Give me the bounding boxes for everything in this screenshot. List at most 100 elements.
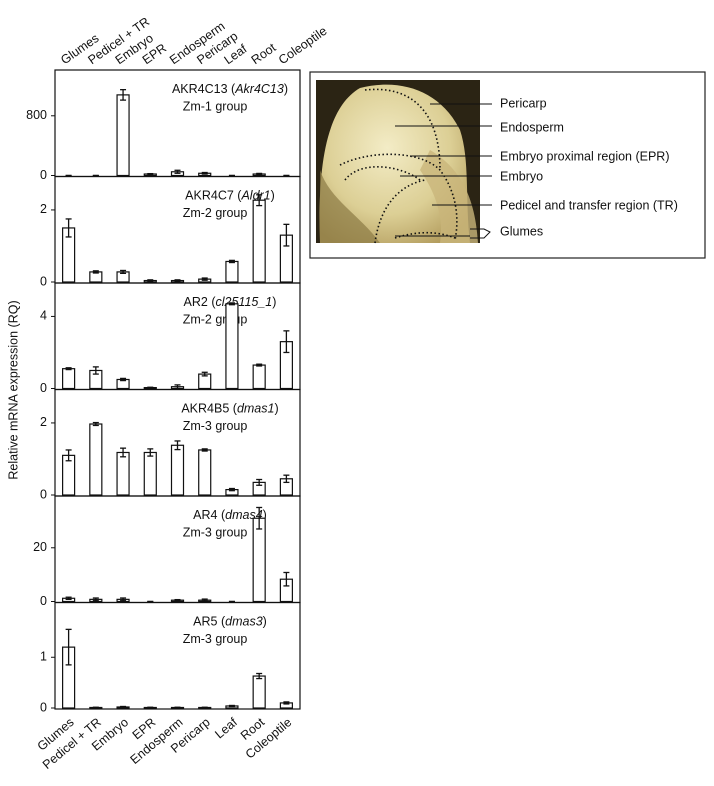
error-bar xyxy=(92,366,99,375)
error-bar xyxy=(92,706,99,709)
error-bar xyxy=(65,596,72,601)
error-bar xyxy=(283,474,290,484)
photo-label: Glumes xyxy=(500,224,543,238)
title-part: dmas1 xyxy=(237,402,275,416)
panel-subtitle: Zm-3 group xyxy=(183,419,248,433)
title-part: cl25115_1 xyxy=(216,295,273,309)
error-bar xyxy=(65,367,72,371)
error-bar xyxy=(120,705,127,709)
error-bar xyxy=(201,277,208,281)
title-part: dmas3 xyxy=(225,615,263,629)
panel-title: AKR4B5 (dmas1) xyxy=(181,402,278,416)
y-tick-label: 0 xyxy=(40,487,47,501)
y-tick-label: 0 xyxy=(40,594,47,608)
error-bar xyxy=(174,440,181,451)
error-bar xyxy=(174,706,181,709)
error-bar xyxy=(120,447,127,458)
error-bar xyxy=(174,279,181,282)
error-bar xyxy=(65,628,72,666)
error-bar xyxy=(256,363,263,367)
error-bar xyxy=(174,598,181,602)
y-tick-label: 800 xyxy=(26,108,47,122)
error-bar xyxy=(92,421,99,427)
bar xyxy=(225,303,239,390)
error-bar xyxy=(120,377,127,382)
error-bar xyxy=(147,172,154,176)
title-part: AR5 ( xyxy=(193,615,226,629)
error-bar xyxy=(147,448,154,457)
error-bar xyxy=(283,571,290,587)
title-part: ) xyxy=(263,615,267,629)
error-bar xyxy=(201,598,208,602)
photo-label: Endosperm xyxy=(500,120,564,134)
y-tick-label: 0 xyxy=(40,700,47,714)
panel-subtitle: Zm-3 group xyxy=(183,632,248,646)
bar xyxy=(89,423,103,496)
error-bar xyxy=(228,259,235,264)
error-bar xyxy=(256,194,263,207)
error-bar xyxy=(256,172,263,176)
error-bar xyxy=(283,701,290,705)
title-part: AKR4C13 ( xyxy=(172,82,236,96)
error-bar xyxy=(147,279,154,282)
y-tick-label: 4 xyxy=(40,309,47,323)
error-bar xyxy=(228,487,235,492)
title-part: ) xyxy=(274,402,278,416)
title-part: Aldr1 xyxy=(240,189,270,203)
panel-frame xyxy=(54,601,301,710)
title-part: AR2 ( xyxy=(184,295,217,309)
y-tick-label: 0 xyxy=(40,381,47,395)
panel-title: AR5 (dmas3) xyxy=(193,615,267,629)
panel-subtitle: Zm-2 group xyxy=(183,206,248,220)
y-tick-label: 2 xyxy=(40,415,47,429)
y-tick-label: 1 xyxy=(40,650,47,664)
bar xyxy=(62,368,76,390)
error-bar xyxy=(120,269,127,275)
y-tick-label: 0 xyxy=(40,168,47,182)
error-bar xyxy=(92,597,99,602)
bar xyxy=(143,451,157,496)
panel-subtitle: Zm-1 group xyxy=(183,99,248,113)
error-bar xyxy=(120,597,127,602)
y-tick-label: 20 xyxy=(33,540,47,554)
title-part: AKR4B5 ( xyxy=(181,402,237,416)
photo-label: Pericarp xyxy=(500,96,547,110)
photo-label: Embryo proximal region (EPR) xyxy=(500,149,670,163)
error-bar xyxy=(201,448,208,452)
panel-title: AKR4C7 (Aldr1) xyxy=(185,189,275,203)
bar xyxy=(225,260,239,283)
x-tick-label: Coleoptile xyxy=(276,24,330,67)
error-bar xyxy=(256,478,263,486)
error-bar xyxy=(201,371,208,377)
photo-panel: Pericarp Endosperm Embryo proximal regio… xyxy=(309,71,706,259)
bar xyxy=(252,199,266,283)
bar xyxy=(252,517,266,603)
x-tick-label: Leaf xyxy=(212,715,240,742)
bar xyxy=(116,94,130,177)
error-bar xyxy=(283,223,290,247)
title-part: Akr4C13 xyxy=(234,82,284,96)
bar xyxy=(252,675,266,709)
error-bar xyxy=(147,706,154,709)
error-bar xyxy=(228,302,235,306)
bar xyxy=(252,364,266,390)
y-tick-label: 0 xyxy=(40,274,47,288)
bar xyxy=(170,444,185,496)
error-bar xyxy=(120,89,127,101)
title-part: ) xyxy=(284,82,288,96)
title-part: ) xyxy=(263,508,267,522)
panel-title: AKR4C13 (Akr4C13) xyxy=(172,82,288,96)
error-bar xyxy=(65,449,72,462)
title-part: AR4 ( xyxy=(193,508,226,522)
error-bar xyxy=(65,218,72,238)
photo-label: Embryo xyxy=(500,169,543,183)
title-part: AKR4C7 ( xyxy=(185,189,242,203)
error-bar xyxy=(174,384,181,390)
error-bar xyxy=(256,506,263,530)
error-bar xyxy=(256,672,263,680)
panel-subtitle: Zm-3 group xyxy=(183,525,248,539)
error-bar xyxy=(92,270,99,274)
error-bar xyxy=(201,706,208,709)
photo-label: Pedicel and transfer region (TR) xyxy=(500,198,678,212)
